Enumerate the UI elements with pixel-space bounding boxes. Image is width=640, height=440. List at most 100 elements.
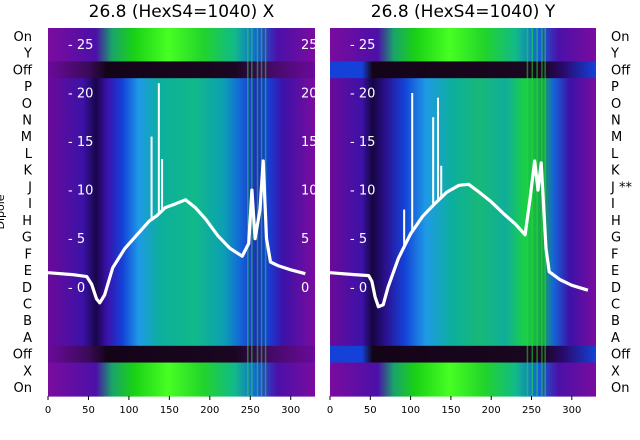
row-label: M bbox=[21, 130, 32, 145]
x-tick-label: 150 bbox=[441, 405, 460, 416]
row-label: F bbox=[25, 247, 32, 262]
heatmap-row bbox=[330, 362, 596, 380]
row-label: Y bbox=[23, 47, 32, 62]
heatmap-row bbox=[330, 78, 596, 96]
row-label: O bbox=[22, 97, 32, 112]
heatmap-row bbox=[330, 94, 596, 113]
row-label: J ** bbox=[610, 180, 632, 195]
heatmap-row bbox=[48, 61, 315, 79]
x-tick-label: 200 bbox=[482, 405, 501, 416]
row-label: L bbox=[611, 147, 619, 162]
x-tick-label: 150 bbox=[160, 405, 179, 416]
row-label: F bbox=[611, 247, 618, 262]
x-tick-label: 50 bbox=[364, 405, 377, 416]
heatmap-streak bbox=[531, 28, 534, 396]
heatmap-row bbox=[48, 295, 315, 313]
inner-tick-label: - 25 bbox=[68, 38, 93, 53]
y-axis-label: Dipole bbox=[0, 194, 7, 229]
inner-tick-label: - 25 bbox=[350, 38, 375, 53]
inner-tick-label: - 15 bbox=[350, 135, 375, 150]
heatmap-streak bbox=[260, 28, 263, 396]
inner-tick-label: - 20 bbox=[350, 86, 375, 101]
heatmap-row bbox=[48, 312, 315, 330]
inner-tick-label: - 20 bbox=[68, 86, 93, 101]
inner-tick-label: - 10 bbox=[68, 184, 93, 199]
heatmap-row bbox=[330, 345, 596, 364]
x-tick-label: 250 bbox=[522, 405, 541, 416]
heatmap-row bbox=[330, 212, 596, 230]
heatmap-row bbox=[330, 312, 596, 330]
inner-tick-label-right: 10 bbox=[301, 184, 318, 199]
heatmap-streak bbox=[541, 28, 543, 396]
heatmap-row bbox=[48, 345, 315, 364]
row-label: Off bbox=[13, 348, 33, 363]
x-tick-label: 200 bbox=[200, 405, 219, 416]
row-label: D bbox=[611, 281, 621, 296]
row-label: N bbox=[611, 114, 621, 129]
row-label: L bbox=[25, 147, 33, 162]
row-label: A bbox=[611, 331, 620, 346]
row-label: Off bbox=[13, 63, 33, 78]
heatmap-row bbox=[330, 111, 596, 129]
row-label: P bbox=[24, 80, 32, 95]
row-label: Off bbox=[611, 348, 631, 363]
row-label: I bbox=[28, 197, 32, 212]
row-label: B bbox=[23, 314, 32, 329]
row-label: E bbox=[24, 264, 32, 279]
row-label: J bbox=[27, 180, 32, 195]
heatmap-row bbox=[330, 228, 596, 247]
heatmap-row bbox=[48, 161, 315, 180]
row-label: X bbox=[23, 364, 32, 379]
series-line bbox=[47, 159, 306, 305]
inner-tick-label: - 10 bbox=[350, 184, 375, 199]
heatmap-row bbox=[330, 161, 596, 180]
heatmap-streak bbox=[536, 28, 538, 396]
inner-tick-label: - 15 bbox=[68, 135, 93, 150]
row-label: G bbox=[22, 231, 32, 246]
heatmap-row bbox=[330, 379, 596, 397]
heatmap-row bbox=[48, 228, 315, 247]
inner-tick-label: - 0 bbox=[350, 281, 367, 296]
heatmap-row bbox=[48, 379, 315, 397]
x-tick-label: 250 bbox=[241, 405, 260, 416]
row-label: On bbox=[14, 30, 32, 45]
inner-tick-label-right: 25 bbox=[301, 38, 318, 53]
chart-title: 26.8 (HexS4=1040) X bbox=[89, 2, 275, 22]
row-label: M bbox=[611, 130, 622, 145]
inner-tick-label: - 0 bbox=[68, 281, 85, 296]
inner-tick-label: - 5 bbox=[68, 232, 85, 247]
row-label: Off bbox=[611, 63, 631, 78]
x-tick-label: 100 bbox=[119, 405, 138, 416]
row-label: On bbox=[611, 381, 629, 396]
series-line bbox=[329, 159, 589, 309]
heatmap-row bbox=[330, 295, 596, 313]
row-label: G bbox=[611, 231, 621, 246]
row-label: C bbox=[23, 298, 32, 313]
heatmap-row bbox=[330, 28, 596, 46]
heatmap-row bbox=[330, 44, 596, 63]
row-label: O bbox=[611, 97, 621, 112]
heatmap-row bbox=[48, 362, 315, 380]
row-label: B bbox=[611, 314, 620, 329]
row-label: H bbox=[22, 214, 32, 229]
x-tick-label: 100 bbox=[401, 405, 420, 416]
heatmap-row bbox=[330, 61, 596, 79]
x-tick-label: 300 bbox=[562, 405, 581, 416]
x-tick-label: 300 bbox=[281, 405, 300, 416]
heatmap-row bbox=[330, 145, 596, 163]
inner-tick-label-right: 15 bbox=[301, 135, 318, 150]
row-label: P bbox=[611, 80, 619, 95]
x-tick-label: 0 bbox=[327, 405, 333, 416]
inner-tick-label-right: 20 bbox=[301, 86, 318, 101]
inner-tick-label: - 5 bbox=[350, 232, 367, 247]
heatmap-row bbox=[330, 278, 596, 297]
row-label: N bbox=[22, 114, 32, 129]
heatmap-streak bbox=[256, 28, 259, 396]
heatmap-row bbox=[330, 329, 596, 347]
heatmap-row bbox=[48, 329, 315, 347]
row-label: On bbox=[14, 381, 32, 396]
chart-title: 26.8 (HexS4=1040) Y bbox=[371, 2, 556, 22]
